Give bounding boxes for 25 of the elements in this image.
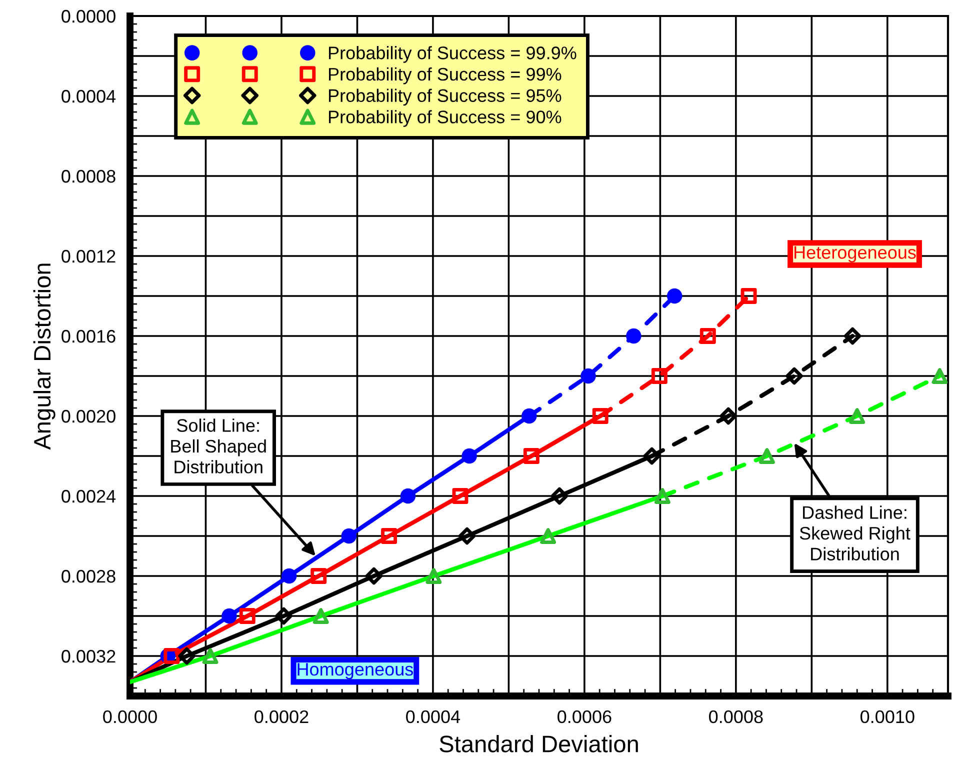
legend-label: Probability of Success = 95% bbox=[328, 88, 562, 106]
x-tick-label: 0.0006 bbox=[558, 710, 612, 724]
legend-label: Probability of Success = 99.9% bbox=[328, 46, 576, 63]
x-tick-label: 0.0000 bbox=[103, 710, 157, 724]
x-tick-label: 0.0004 bbox=[406, 710, 460, 724]
y-tick-label: 0.0012 bbox=[62, 250, 116, 263]
y-tick-label: 0.0000 bbox=[62, 10, 116, 23]
x-tick-label: 0.0008 bbox=[709, 710, 763, 724]
x-tick-label: 0.0010 bbox=[860, 710, 914, 724]
x-axis-title: Standard Deviation bbox=[440, 735, 638, 752]
annotation: Heterogeneous bbox=[794, 246, 916, 262]
y-tick-label: 0.0016 bbox=[62, 330, 116, 343]
y-tick-label: 0.0032 bbox=[62, 650, 116, 663]
x-tick-label: 0.0002 bbox=[254, 710, 308, 724]
annotation: Solid Line: Bell Shaped Distribution bbox=[171, 418, 266, 474]
annotation: Homogeneous bbox=[298, 663, 414, 680]
y-axis-title: Angular Distortion bbox=[33, 264, 56, 450]
y-tick-label: 0.0020 bbox=[62, 410, 116, 423]
y-tick-label: 0.0024 bbox=[62, 490, 116, 503]
legend-label: Probability of Success = 90% bbox=[328, 110, 562, 127]
y-tick-label: 0.0004 bbox=[62, 90, 116, 103]
legend-label: Probability of Success = 99% bbox=[328, 67, 562, 84]
y-tick-label: 0.0008 bbox=[62, 170, 116, 183]
annotation: Dashed Line: Skewed Right Distribution bbox=[800, 506, 910, 560]
y-tick-label: 0.0028 bbox=[62, 570, 116, 583]
